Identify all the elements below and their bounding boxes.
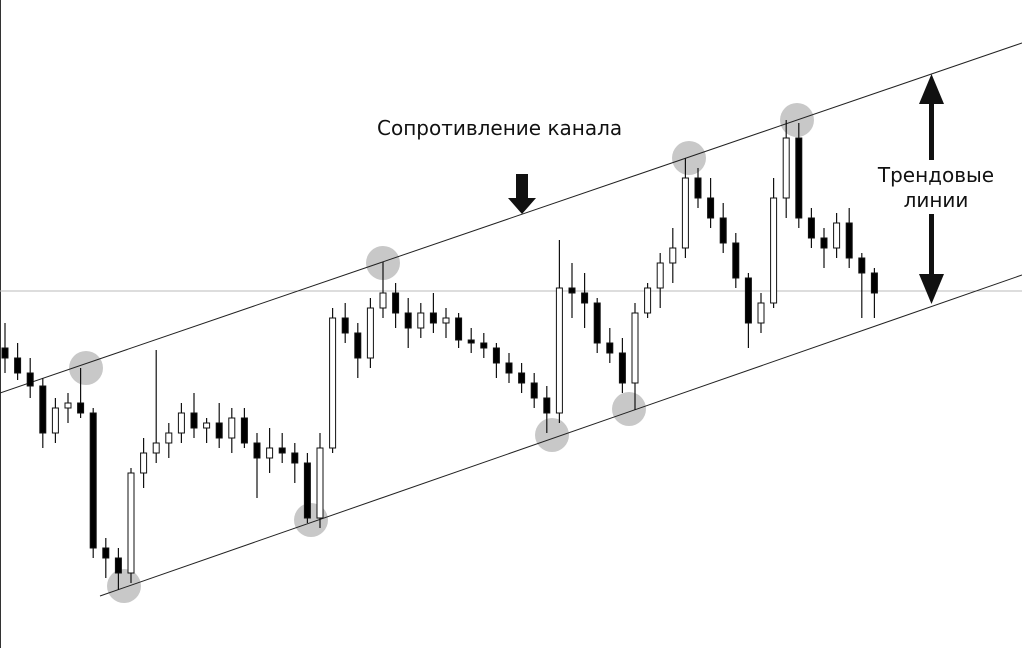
arrow-head-up bbox=[919, 74, 944, 104]
candle-body bbox=[429, 312, 437, 324]
candle-body bbox=[694, 177, 702, 199]
candle-body bbox=[618, 352, 626, 384]
candle-body bbox=[354, 332, 362, 359]
touch-point bbox=[69, 351, 103, 385]
touch-point bbox=[107, 569, 141, 603]
candle-body bbox=[795, 137, 803, 219]
candle-body bbox=[102, 547, 110, 559]
candle-body bbox=[568, 287, 576, 294]
candle-body bbox=[518, 372, 526, 384]
candle-body bbox=[51, 407, 59, 434]
candle-body bbox=[707, 197, 715, 219]
candle-body bbox=[379, 292, 387, 309]
channel-resistance-label: Сопротивление канала bbox=[377, 116, 623, 140]
candle-body bbox=[492, 347, 500, 364]
touch-points bbox=[69, 103, 814, 603]
candle-body bbox=[165, 432, 173, 444]
candle-body bbox=[543, 397, 551, 414]
candle-body bbox=[26, 372, 34, 387]
candle-body bbox=[228, 417, 236, 439]
candle-body bbox=[152, 442, 160, 454]
candle-body bbox=[14, 357, 22, 374]
candle-body bbox=[719, 217, 727, 244]
candle-body bbox=[316, 447, 324, 519]
candle-body bbox=[190, 412, 198, 429]
candle-body bbox=[140, 452, 148, 474]
candle-body bbox=[392, 292, 400, 314]
candle-body bbox=[366, 307, 374, 359]
candle-body bbox=[39, 385, 47, 434]
candle-body bbox=[266, 447, 274, 459]
candle-body bbox=[177, 412, 185, 434]
down-arrow bbox=[508, 174, 536, 214]
candle-body bbox=[530, 382, 538, 399]
candle-body bbox=[833, 222, 841, 249]
trend-lines-label: Трендовые линии bbox=[877, 163, 995, 212]
candle-body bbox=[329, 317, 337, 449]
candle-body bbox=[455, 317, 463, 341]
candle-body bbox=[858, 257, 866, 274]
resistance-line bbox=[0, 42, 1022, 394]
candles bbox=[1, 120, 878, 590]
candle-body bbox=[341, 317, 349, 334]
candle-body bbox=[215, 422, 223, 439]
candle-body bbox=[1, 347, 9, 359]
candle-body bbox=[631, 312, 639, 384]
candle-body bbox=[845, 222, 853, 259]
candle-body bbox=[442, 317, 450, 324]
candle-body bbox=[291, 452, 299, 464]
support-line bbox=[99, 274, 1022, 597]
candle-body bbox=[253, 442, 261, 459]
candle-body bbox=[757, 302, 765, 324]
candle-body bbox=[581, 292, 589, 304]
candle-body bbox=[681, 177, 689, 249]
arrow-head-down bbox=[919, 274, 944, 304]
candle-body bbox=[127, 472, 135, 574]
candle-body bbox=[732, 242, 740, 279]
touch-point bbox=[612, 392, 646, 426]
candle-body bbox=[417, 312, 425, 329]
candle-body bbox=[89, 412, 97, 549]
candle-body bbox=[593, 302, 601, 344]
candle-body bbox=[467, 339, 475, 344]
candle-body bbox=[782, 137, 790, 199]
candle-body bbox=[505, 362, 513, 374]
candle-body bbox=[278, 447, 286, 454]
candle-body bbox=[820, 237, 828, 249]
candle-body bbox=[770, 197, 778, 304]
candle-body bbox=[77, 402, 85, 414]
candle-body bbox=[480, 342, 488, 349]
touch-point bbox=[535, 418, 569, 452]
candle-body bbox=[870, 272, 878, 294]
candle-body bbox=[303, 462, 311, 519]
candle-body bbox=[644, 287, 652, 314]
candle-body bbox=[807, 217, 815, 239]
candle-body bbox=[656, 262, 664, 289]
touch-point bbox=[672, 141, 706, 175]
candle-body bbox=[64, 402, 72, 409]
candle-body bbox=[744, 277, 752, 324]
candle-body bbox=[240, 417, 248, 444]
candle-body bbox=[669, 247, 677, 264]
candle-body bbox=[404, 312, 412, 329]
label-background bbox=[870, 160, 998, 214]
candle-body bbox=[203, 422, 211, 429]
candle-body bbox=[555, 287, 563, 414]
candle-body bbox=[606, 342, 614, 354]
candle-body bbox=[114, 557, 122, 574]
